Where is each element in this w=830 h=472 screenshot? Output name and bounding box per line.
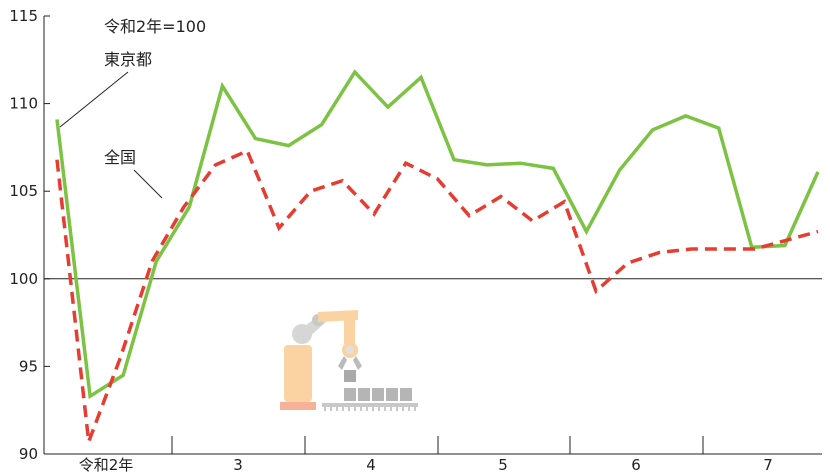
leader-line-national (133, 169, 163, 199)
x-tick-label: 7 (763, 456, 773, 472)
series-layer (55, 69, 820, 443)
x-tick-label: 5 (498, 456, 508, 472)
series-line-tokyo (55, 69, 820, 400)
y-tick-label: 110 (9, 95, 38, 113)
y-tick-label: 100 (9, 270, 38, 288)
unit-note: 令和2年=100 (104, 17, 206, 36)
series-line-national (55, 148, 819, 443)
y-tick-label: 105 (9, 182, 38, 200)
x-tick-label: 6 (631, 456, 641, 472)
factory-robot-illustration (280, 310, 418, 411)
series-label-tokyo: 東京都 (104, 50, 152, 69)
axis-layer: 115 110 105 100 95 90 令和2年 3 4 5 6 7 (9, 7, 822, 472)
x-tick-label: 3 (233, 456, 243, 472)
y-tick-label: 95 (19, 357, 38, 375)
x-tick-label: 4 (366, 456, 376, 472)
leader-line-tokyo (59, 71, 129, 128)
y-tick-label: 90 (19, 445, 38, 463)
y-tick-label: 115 (9, 7, 38, 25)
series-label-national: 全国 (104, 148, 136, 167)
x-tick-label: 令和2年 (79, 456, 134, 472)
